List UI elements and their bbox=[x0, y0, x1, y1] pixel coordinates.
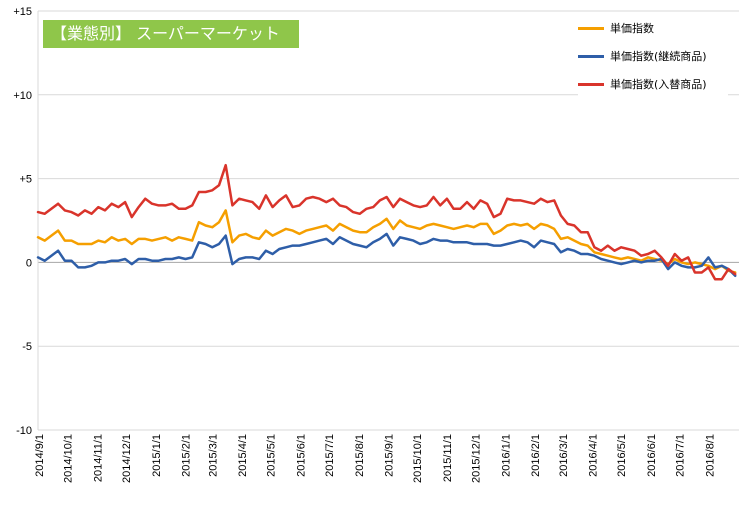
grid-lines bbox=[37, 10, 739, 431]
x-tick-label: 2014/10/1 bbox=[63, 434, 75, 483]
legend-item-price-index: 単価指数 bbox=[578, 14, 728, 42]
x-tick-label: 2015/2/1 bbox=[180, 434, 192, 477]
legend-item-continuing-items: 単価指数(継続商品) bbox=[578, 42, 728, 70]
x-tick-label: 2015/6/1 bbox=[295, 434, 307, 477]
x-tick-label: 2015/12/1 bbox=[471, 434, 483, 483]
legend: 単価指数 単価指数(継続商品) 単価指数(入替商品) bbox=[578, 14, 728, 98]
legend-label: 単価指数(入替商品) bbox=[610, 78, 707, 91]
series-line bbox=[36, 232, 737, 278]
legend-swatch bbox=[578, 54, 604, 58]
x-tick-label: 2015/7/1 bbox=[324, 434, 336, 477]
x-tick-label: 2014/11/1 bbox=[92, 434, 104, 482]
x-tick-label: 2015/4/1 bbox=[237, 434, 249, 477]
series-line bbox=[36, 209, 737, 274]
x-tick-label: 2016/6/1 bbox=[646, 434, 658, 477]
legend-swatch bbox=[578, 82, 604, 86]
y-axis-ticks: +15 +10 +5 0 -5 -10 bbox=[13, 6, 32, 437]
y-tick-label: +5 bbox=[19, 174, 32, 186]
x-tick-label: 2015/10/1 bbox=[412, 434, 424, 483]
x-tick-label: 2016/3/1 bbox=[558, 434, 570, 477]
legend-swatch bbox=[578, 26, 604, 30]
x-tick-label: 2014/12/1 bbox=[121, 434, 133, 483]
x-tick-label: 2015/3/1 bbox=[207, 434, 219, 477]
x-tick-label: 2016/5/1 bbox=[616, 434, 628, 477]
x-tick-label: 2015/8/1 bbox=[354, 434, 366, 477]
x-tick-label: 2015/11/1 bbox=[442, 434, 454, 482]
x-tick-label: 2015/5/1 bbox=[266, 434, 278, 477]
legend-label: 単価指数(継続商品) bbox=[610, 50, 707, 63]
x-tick-label: 2016/1/1 bbox=[500, 434, 512, 477]
y-tick-label: -5 bbox=[22, 341, 32, 353]
chart-title: 【業態別】 スーパーマーケット bbox=[43, 20, 299, 48]
x-tick-label: 2015/9/1 bbox=[384, 434, 396, 477]
x-tick-label: 2016/2/1 bbox=[530, 434, 542, 477]
y-tick-label: -10 bbox=[16, 425, 32, 437]
series-line bbox=[36, 163, 737, 281]
y-tick-label: +10 bbox=[13, 90, 32, 102]
x-tick-label: 2016/4/1 bbox=[587, 434, 599, 477]
legend-item-replaced-items: 単価指数(入替商品) bbox=[578, 70, 728, 98]
x-tick-label: 2016/7/1 bbox=[675, 434, 687, 477]
series-lines bbox=[36, 163, 737, 281]
legend-label: 単価指数 bbox=[610, 22, 654, 35]
y-tick-label: 0 bbox=[26, 257, 32, 269]
x-axis-ticks: 2014/9/1 2014/10/1 2014/11/1 2014/12/1 2015/… bbox=[34, 434, 716, 483]
x-tick-label: 2015/1/1 bbox=[151, 434, 163, 477]
x-tick-label: 2014/9/1 bbox=[34, 434, 46, 477]
x-tick-label: 2016/8/1 bbox=[704, 434, 716, 477]
y-tick-label: +15 bbox=[13, 6, 32, 18]
